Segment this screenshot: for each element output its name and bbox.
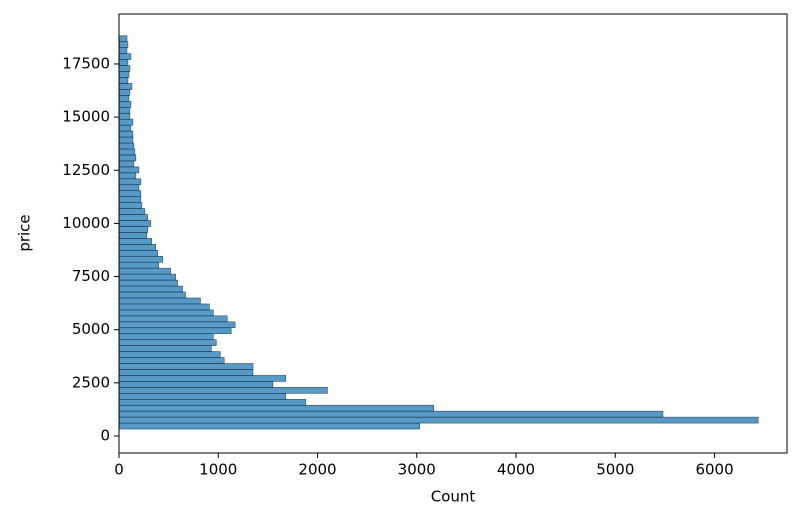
bar: [118, 404, 434, 412]
bar: [118, 95, 130, 102]
bar: [118, 124, 132, 132]
bar: [118, 214, 149, 221]
bar: [118, 393, 287, 400]
y-tick-label: 5000: [72, 320, 110, 338]
bar: [118, 226, 149, 233]
bar: [118, 422, 421, 430]
bar: [118, 65, 131, 72]
bar: [118, 232, 148, 239]
bar: [118, 71, 130, 78]
bar: [118, 297, 201, 305]
bar: [118, 387, 328, 394]
bar: [118, 261, 160, 269]
bar: [118, 172, 137, 180]
bar: [118, 410, 664, 418]
bar: [118, 291, 186, 299]
bar: [118, 369, 254, 376]
y-tick-label: 0: [100, 426, 110, 444]
y-tick-label: 15000: [62, 108, 110, 126]
plot-frame: [118, 13, 788, 454]
bar: [118, 249, 159, 257]
y-tick-label: 7500: [72, 267, 110, 285]
bar: [118, 351, 221, 358]
x-tick-label: 0: [114, 461, 124, 479]
bar: [118, 381, 274, 388]
bar: [118, 238, 153, 245]
bar: [118, 136, 134, 144]
bar: [118, 101, 132, 108]
bar: [118, 184, 140, 192]
bar: [118, 178, 142, 186]
bar: [118, 130, 134, 138]
x-tick-label: 3000: [398, 461, 436, 479]
bar: [118, 83, 133, 90]
x-tick-label: 4000: [497, 461, 535, 479]
bar: [118, 315, 228, 323]
bar: [118, 77, 129, 84]
bar: [118, 339, 217, 346]
bar: [118, 416, 759, 424]
bar: [118, 255, 163, 263]
bar: [118, 142, 135, 150]
x-axis-label: Count: [431, 488, 476, 506]
bar: [118, 196, 142, 203]
bar: [118, 363, 254, 370]
bar: [118, 41, 129, 48]
bar: [118, 166, 140, 174]
y-axis-label: price: [16, 214, 34, 251]
bar: [118, 106, 131, 114]
bar: [118, 273, 176, 281]
bar: [118, 303, 210, 311]
bar: [118, 208, 146, 215]
bar: [118, 375, 287, 382]
bar: [118, 220, 152, 227]
bar: [118, 244, 157, 251]
y-tick-label: 2500: [72, 373, 110, 391]
bar: [118, 398, 306, 406]
y-tick-label: 17500: [62, 54, 110, 72]
bar: [118, 345, 212, 352]
bar: [118, 59, 129, 66]
bar: [118, 112, 131, 120]
bar: [118, 53, 132, 60]
bar: [118, 47, 128, 54]
bar: [118, 357, 225, 364]
x-tick-label: 2000: [298, 461, 336, 479]
bar: [118, 35, 128, 43]
bar: [118, 279, 178, 287]
bar: [118, 309, 214, 317]
bar: [118, 154, 137, 162]
y-tick-label: 12500: [62, 161, 110, 179]
bar: [118, 148, 136, 156]
bar: [118, 89, 131, 96]
bar: [118, 202, 143, 209]
x-tick-label: 6000: [695, 461, 733, 479]
bar: [118, 190, 142, 197]
bar: [118, 327, 232, 335]
bar: [118, 118, 134, 126]
bar: [118, 160, 135, 168]
bar: [118, 267, 171, 275]
x-tick-label: 5000: [596, 461, 634, 479]
bar: [118, 333, 214, 340]
bar: [118, 321, 236, 329]
x-tick-label: 1000: [199, 461, 237, 479]
bar: [118, 285, 183, 293]
y-tick-label: 10000: [62, 214, 110, 232]
